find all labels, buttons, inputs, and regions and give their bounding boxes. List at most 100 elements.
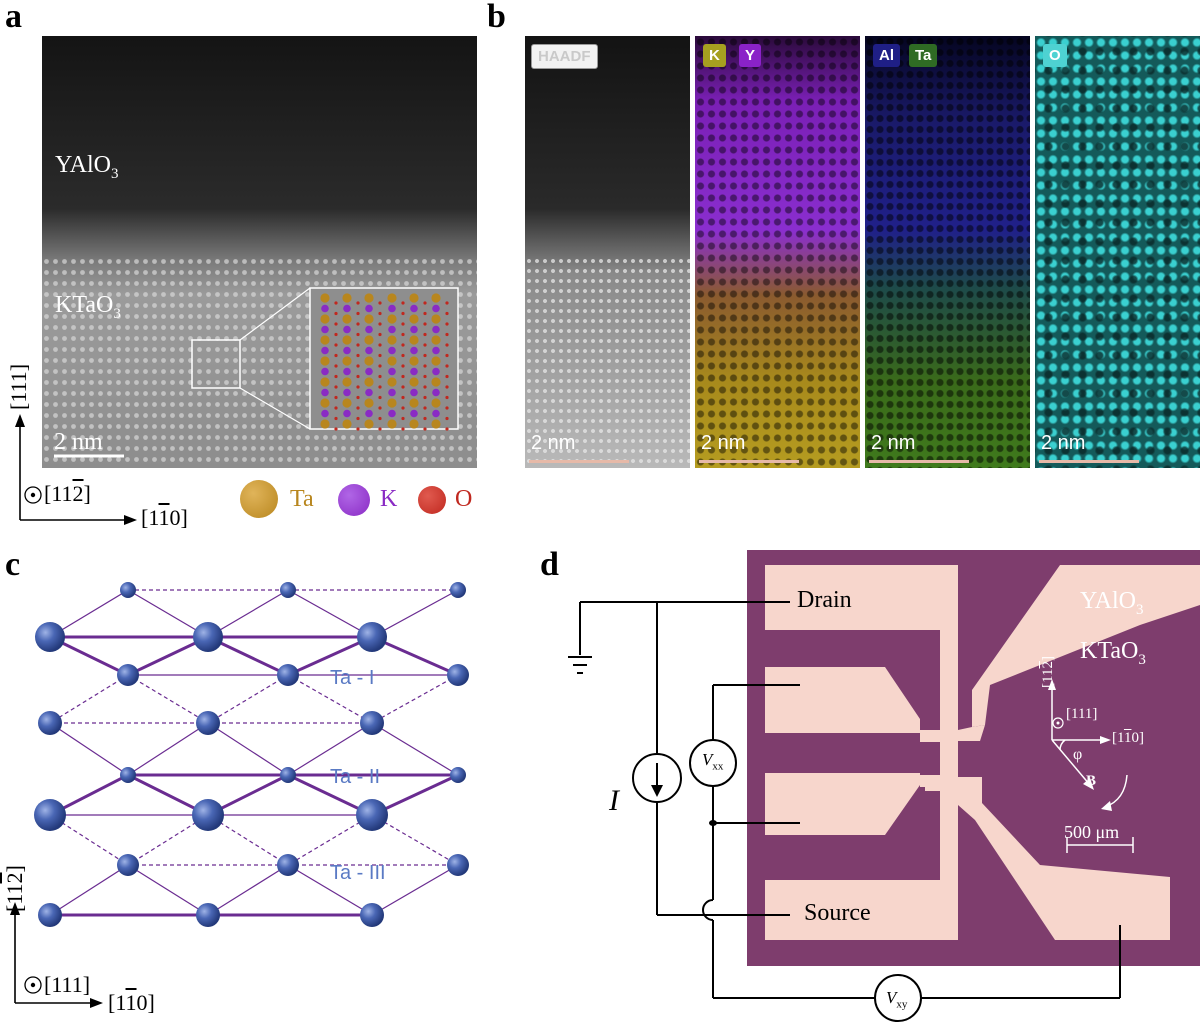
eds-map-al-ta: Al Ta 2 nm <box>865 36 1030 468</box>
inset-ta-atom <box>364 293 374 303</box>
inset-ta-atom <box>342 335 352 345</box>
ta-atom <box>196 711 220 735</box>
inset-ta-atom <box>364 314 374 324</box>
eds-tag-al: Al <box>873 44 900 67</box>
inset-o-atom <box>445 374 449 379</box>
lattice-bond <box>287 814 373 866</box>
device-label-yalo3: YAlO3 <box>1080 588 1144 618</box>
inset-o-atom <box>423 364 427 368</box>
lattice-bond <box>127 589 209 638</box>
ta-atom <box>447 854 469 876</box>
panel-label-b: b <box>487 0 506 35</box>
inset-o-atom <box>378 406 382 410</box>
inset-o-atom <box>378 322 382 326</box>
inset-ta-atom <box>342 314 352 324</box>
inset-ta-atom <box>431 335 441 345</box>
panel-label-d: d <box>540 546 559 583</box>
inset-o-atom <box>423 374 427 379</box>
inset-o-atom <box>445 343 449 347</box>
site-label-ta-i: Ta - I <box>330 667 375 689</box>
inset-o-atom <box>378 416 382 421</box>
inset-o-atom <box>401 311 405 316</box>
inset-o-atom <box>378 332 382 337</box>
eds-map-k-y: K Y 2 nm <box>695 36 860 468</box>
inset-o-atom <box>356 343 360 347</box>
axis-label-111-c: [111] <box>44 972 91 997</box>
inset-k-atom <box>410 346 418 355</box>
lattice-bond <box>371 722 459 776</box>
lattice-bond <box>127 722 209 776</box>
inset-k-atom <box>388 388 396 397</box>
legend-ta-marker <box>240 480 278 518</box>
inset-o-atom <box>378 374 382 379</box>
inset-o-atom <box>378 353 382 358</box>
inset-o-atom <box>445 427 449 431</box>
ta-atom <box>277 854 299 876</box>
inset-o-atom <box>334 406 338 410</box>
inset-k-atom <box>432 409 440 418</box>
lattice-bond <box>127 864 209 916</box>
device-dir-111: [111] <box>1066 706 1098 722</box>
inset-k-atom <box>343 388 351 397</box>
inset-ta-atom <box>431 377 441 387</box>
inset-k-atom <box>343 409 351 418</box>
inset-o-atom <box>356 353 360 358</box>
inset-k-atom <box>388 325 396 334</box>
eds-tag-k: K <box>703 44 726 67</box>
eds-scalebar-label-o: 2 nm <box>1041 432 1086 454</box>
inset-ta-atom <box>364 419 374 429</box>
inset-ta-atom <box>364 335 374 345</box>
inset-o-atom <box>401 427 405 431</box>
inset-o-atom <box>334 416 338 421</box>
inset-k-atom <box>343 325 351 334</box>
inset-o-atom <box>356 374 360 379</box>
inset-k-atom <box>410 388 418 397</box>
inset-o-atom <box>378 311 382 316</box>
lattice-bond <box>371 589 459 638</box>
inset-ta-atom <box>387 398 397 408</box>
ta-atom <box>450 767 466 783</box>
inset-o-atom <box>378 301 382 305</box>
inset-o-atom <box>445 301 449 305</box>
inset-ta-atom <box>409 356 419 366</box>
inset-o-atom <box>445 406 449 410</box>
axes-a <box>15 414 137 525</box>
inset-k-atom <box>365 388 373 397</box>
device-dir-110: [110] <box>1112 730 1144 746</box>
inset-o-atom <box>356 427 360 431</box>
inset-ta-atom <box>320 335 330 345</box>
inset-ta-atom <box>364 356 374 366</box>
inset-o-atom <box>356 322 360 326</box>
inset-o-atom <box>401 332 405 337</box>
legend-ta-label: Ta <box>290 486 314 512</box>
inset-o-atom <box>401 343 405 347</box>
eds-tag-haadf: HAADF <box>531 44 598 69</box>
inset-o-atom <box>423 416 427 421</box>
inset-k-atom <box>365 304 373 313</box>
lattice-bond <box>207 722 289 776</box>
axis-label-110-a: [110] <box>141 505 188 530</box>
inset-o-atom <box>356 385 360 389</box>
ta-atom <box>277 664 299 686</box>
legend-o-label: O <box>455 486 473 512</box>
label-current: I <box>609 784 619 817</box>
ta-atom <box>360 903 384 927</box>
inset-o-atom <box>334 343 338 347</box>
inset-k-atom <box>388 367 396 376</box>
inset-o-atom <box>423 427 427 431</box>
axis-label-111-a: [111] <box>6 363 31 410</box>
inset-k-atom <box>432 346 440 355</box>
inset-o-atom <box>356 395 360 400</box>
inset-k-atom <box>410 304 418 313</box>
inset-k-atom <box>365 367 373 376</box>
scalebar-label-a: 2 nm <box>54 429 103 455</box>
inset-k-atom <box>321 367 329 376</box>
ta-atom <box>280 582 296 598</box>
ta-atom <box>117 854 139 876</box>
inset-ta-atom <box>320 398 330 408</box>
inset-ta-atom <box>409 314 419 324</box>
device-field-b: B <box>1086 773 1097 789</box>
ta-atom <box>120 582 136 598</box>
lattice-bond <box>207 589 289 638</box>
ta-atom <box>117 664 139 686</box>
